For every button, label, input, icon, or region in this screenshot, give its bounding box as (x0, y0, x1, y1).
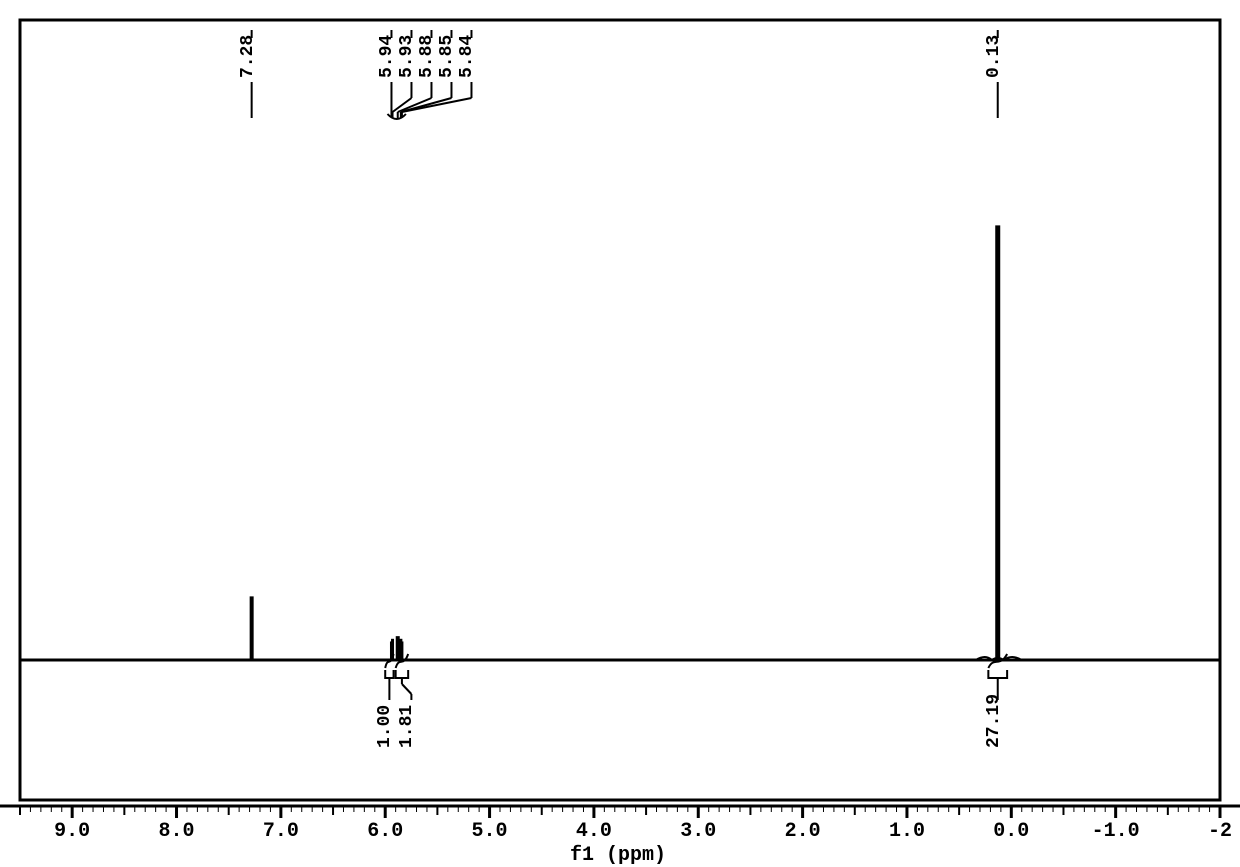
x-axis-tick-label: 2.0 (773, 820, 833, 843)
x-axis-tick-label: 5.0 (460, 820, 520, 843)
x-axis-tick-label: -2 (1190, 820, 1240, 843)
x-axis-tick-label: 0.0 (981, 820, 1041, 843)
nmr-spectrum-chart: 7.28 5.945.935.885.855.84 0.13 1.001.81 27.1… (0, 0, 1240, 867)
x-axis-tick-label: 1.0 (877, 820, 937, 843)
x-axis-tick-label: 3.0 (668, 820, 728, 843)
peak-ppm-label: 5.88 (417, 35, 437, 78)
integration-value-label: 27.19 (984, 694, 1004, 748)
peak-ppm-label: 5.84 (457, 35, 477, 78)
x-axis-tick-label: 9.0 (42, 820, 102, 843)
x-axis-tick-label: -1.0 (1086, 820, 1146, 843)
x-axis-tick-label: 6.0 (355, 820, 415, 843)
integration-value-label: 1.81 (397, 705, 417, 748)
x-axis-tick-label: 7.0 (251, 820, 311, 843)
peak-ppm-label: 5.94 (377, 35, 397, 78)
integration-value-label: 1.00 (375, 705, 395, 748)
peak-ppm-label: 5.93 (397, 35, 417, 78)
peak-ppm-label: 0.13 (984, 35, 1004, 78)
x-axis-tick-label: 4.0 (564, 820, 624, 843)
x-axis-tick-label: 8.0 (147, 820, 207, 843)
spectrum-svg (0, 0, 1240, 867)
peak-ppm-label: 5.85 (437, 35, 457, 78)
x-axis-title: f1 (ppm) (570, 844, 666, 867)
peak-ppm-label: 7.28 (238, 35, 258, 78)
